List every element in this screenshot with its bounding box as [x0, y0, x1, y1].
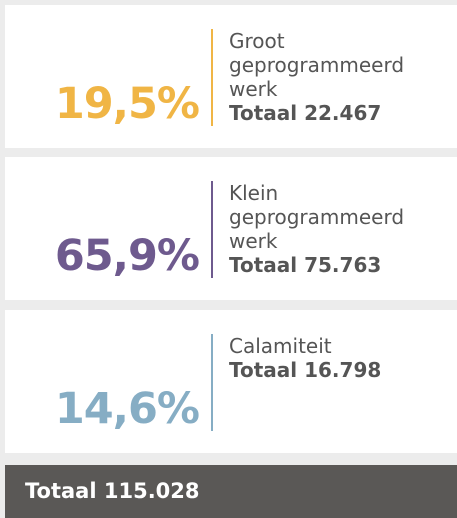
total: Totaal 22.467 [229, 101, 382, 125]
percent: 65,9% [54, 231, 200, 281]
percent: 19,5% [54, 79, 200, 129]
footer-total: Totaal 115.028 [5, 465, 457, 518]
card: 19,5% Groot geprogrammeerd werk Totaal 2… [5, 5, 457, 148]
label: Calamiteit [229, 334, 332, 358]
label: Klein geprogrammeerd werk [229, 181, 405, 253]
total: Totaal 75.763 [229, 253, 382, 277]
total: Totaal 16.798 [229, 358, 382, 382]
card: 14,6% Calamiteit Totaal 16.798 [5, 310, 457, 453]
info: Calamiteit Totaal 16.798 [211, 334, 431, 431]
info: Groot geprogrammeerd werk Totaal 22.467 [211, 29, 431, 126]
percent: 14,6% [54, 384, 200, 434]
label: Groot geprogrammeerd werk [229, 29, 405, 101]
info: Klein geprogrammeerd werk Totaal 75.763 [211, 181, 431, 278]
card: 65,9% Klein geprogrammeerd werk Totaal 7… [5, 157, 457, 300]
